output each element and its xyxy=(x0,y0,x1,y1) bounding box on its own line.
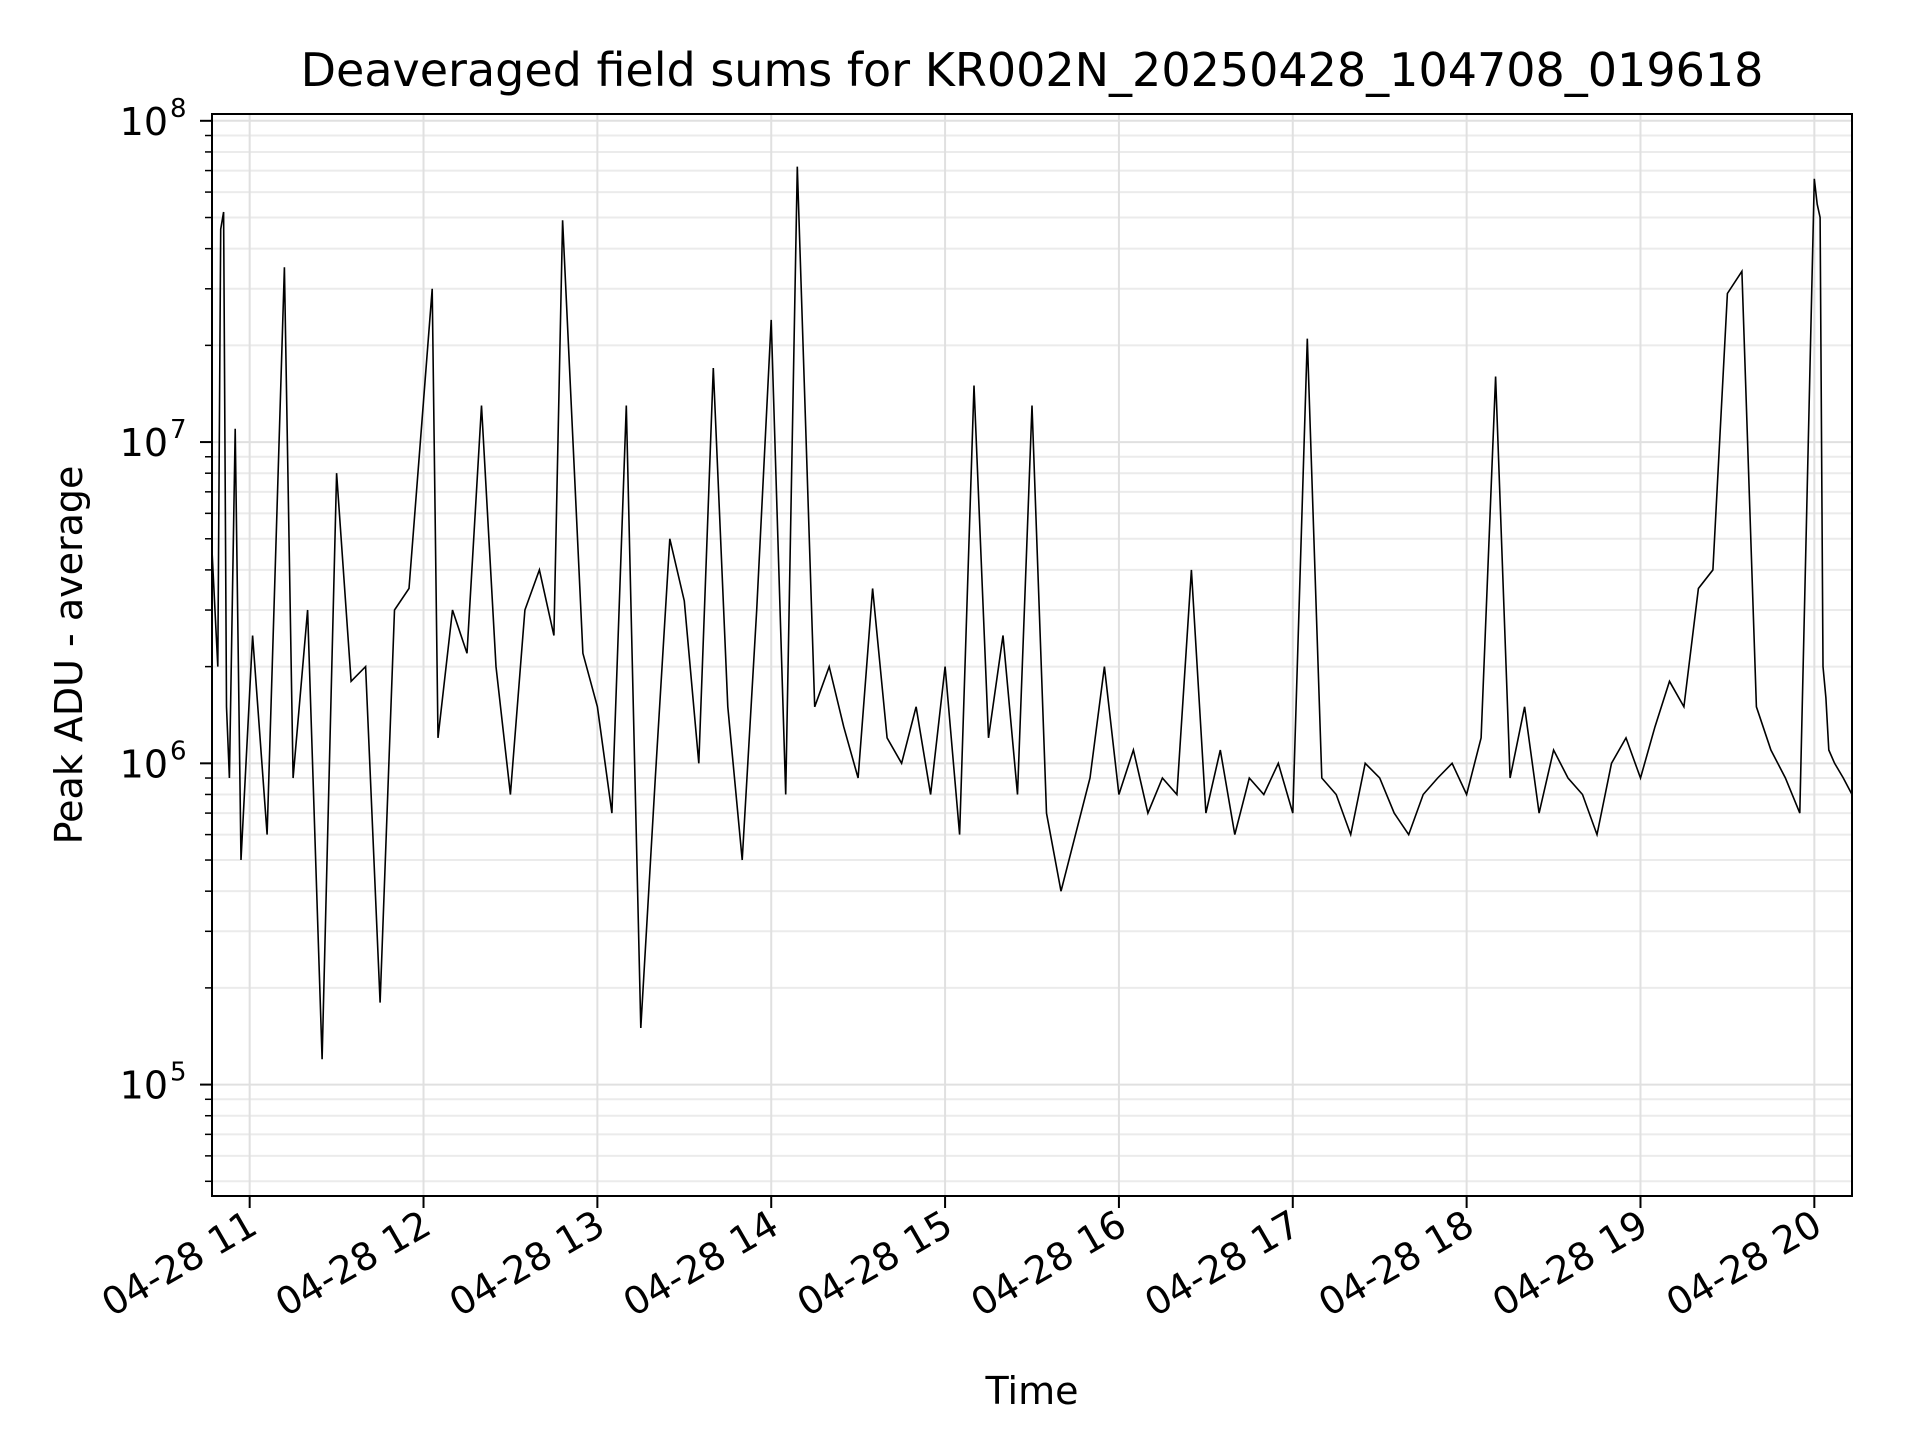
y-tick-base: 10 xyxy=(120,100,168,144)
series-layer xyxy=(211,166,1853,1060)
y-tick-base: 10 xyxy=(120,421,168,465)
y-tick-exponent: 6 xyxy=(170,736,187,766)
y-tick-base: 10 xyxy=(120,1064,168,1108)
series-line xyxy=(211,166,1853,1060)
y-tick-label: 10 xyxy=(120,421,168,465)
plot-frame xyxy=(211,113,1853,1197)
y-tick-exponent: 8 xyxy=(170,94,187,124)
chart-title: Deaveraged field sums for KR002N_2025042… xyxy=(301,43,1764,97)
y-tick-label: 10 xyxy=(120,742,168,786)
y-tick-exponent: 5 xyxy=(170,1058,187,1088)
grid-minor xyxy=(212,134,1852,1183)
y-axis-label: Peak ADU - average xyxy=(47,466,91,845)
y-tick-label: 10 xyxy=(120,1064,168,1108)
x-axis-label: Time xyxy=(985,1369,1079,1413)
y-tick-exponent: 7 xyxy=(170,415,187,445)
y-tick-base: 10 xyxy=(120,742,168,786)
grid-major xyxy=(212,114,1852,1196)
y-tick-label: 10 xyxy=(120,100,168,144)
